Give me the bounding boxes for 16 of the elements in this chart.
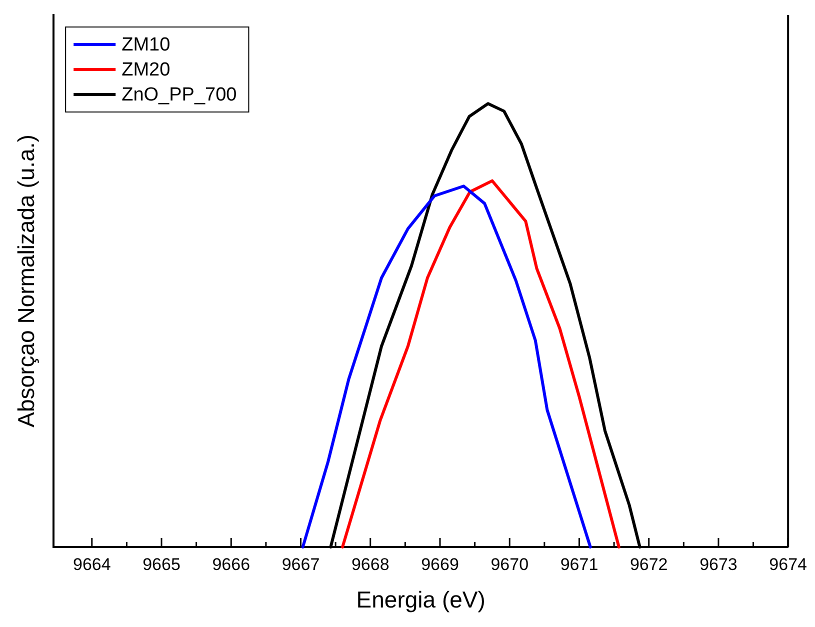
legend-label: ZM20 [122,60,170,81]
x-tick-label: 9665 [142,554,180,574]
x-tick-label: 9672 [630,554,668,574]
x-tick-label: 9668 [351,554,390,574]
x-axis-title: Energia (eV) [356,586,486,613]
x-tick-label: 9670 [490,554,529,574]
x-tick-label: 9673 [700,554,738,574]
x-tick-label: 9666 [212,554,250,574]
x-tick-label: 9674 [769,554,808,574]
x-tick-label: 9671 [560,554,598,574]
x-tick-label: 9669 [421,554,459,574]
legend-label: ZnO_PP_700 [122,84,237,106]
x-tick-label: 9664 [72,554,111,574]
legend-label: ZM10 [122,34,170,56]
x-tick-label: 9667 [282,554,320,574]
y-axis-title: Absorçao Normalizada (u.a.) [13,134,40,428]
